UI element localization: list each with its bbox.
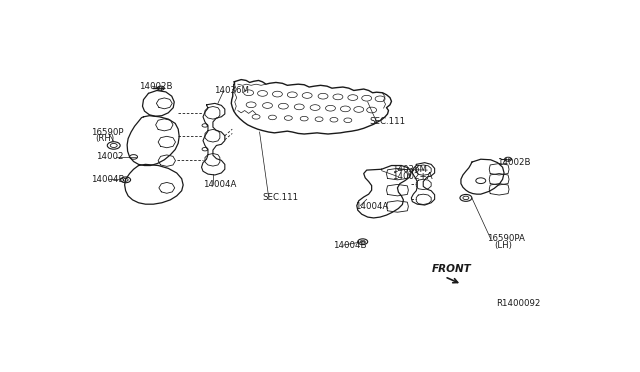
Text: 14002: 14002	[97, 153, 124, 161]
Text: SEC.111: SEC.111	[370, 118, 406, 126]
Text: 14002B: 14002B	[497, 158, 530, 167]
Text: 14004A: 14004A	[203, 180, 236, 189]
Text: 14004B: 14004B	[333, 241, 367, 250]
Text: (RH): (RH)	[95, 134, 114, 143]
Text: SEC.111: SEC.111	[262, 193, 299, 202]
Text: 14002B: 14002B	[138, 82, 172, 91]
Text: 16590PA: 16590PA	[486, 234, 525, 243]
Text: 14004A: 14004A	[355, 202, 388, 211]
Text: FRONT: FRONT	[432, 264, 472, 274]
Text: 14002+A: 14002+A	[392, 172, 433, 181]
Text: 14036M: 14036M	[214, 86, 249, 95]
Text: 16590P: 16590P	[91, 128, 124, 137]
Text: 14036M: 14036M	[392, 165, 428, 174]
Text: (LH): (LH)	[494, 241, 512, 250]
Text: 14004B: 14004B	[91, 175, 124, 184]
Text: R1400092: R1400092	[495, 298, 540, 308]
